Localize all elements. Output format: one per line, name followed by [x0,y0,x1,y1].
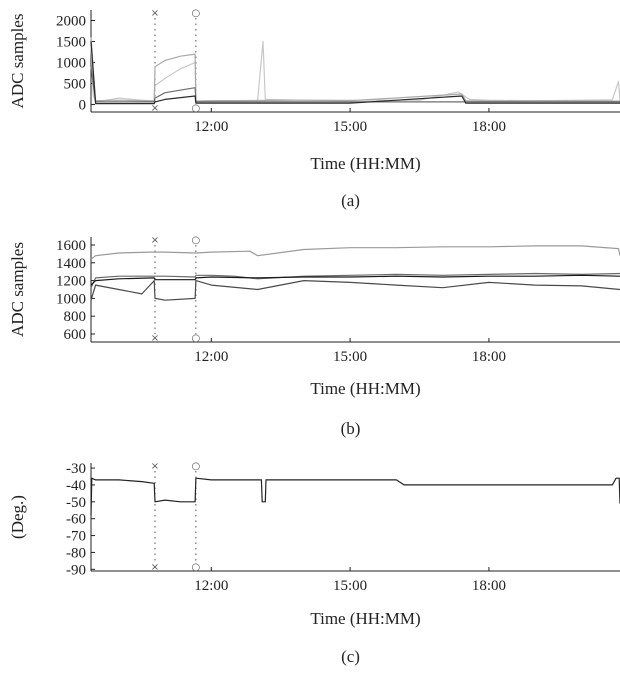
x-axis-label: Time (HH:MM) [310,609,420,628]
series-line-3 [90,66,620,103]
y-tick-label: 1500 [56,34,86,50]
x-tick-label: 15:00 [333,578,367,594]
panel-c: -30-40-50-60-70-80-90 12:00 15:00 18:00 × × ○ ○… [8,461,620,666]
y-tick-label: 600 [64,327,87,343]
panel-caption: (b) [341,419,361,438]
y-tick-label: -30 [66,461,86,477]
y-tick-label: 800 [64,309,87,325]
y-axis-label: ADC samples [8,14,27,109]
event-marker-top: × [151,235,159,246]
y-tick-label: -90 [66,562,86,578]
event-marker-bottom: × [151,333,159,344]
series-line-4 [90,41,620,105]
event-marker-bottom: ○ [192,562,201,573]
x-tick-label: 12:00 [194,349,228,365]
x-tick-label: 18:00 [472,119,506,135]
series-line-2 [90,272,620,288]
event-marker-bottom: × [151,562,159,573]
y-tick-label: -60 [66,512,86,528]
series-line-4 [90,274,620,286]
x-axis-label: Time (HH:MM) [310,154,420,173]
y-tick-label: 1000 [56,55,86,71]
event-marker-top: ○ [192,8,201,19]
x-tick-label: 18:00 [472,349,506,365]
x-tick-label: 12:00 [194,119,228,135]
panel-caption: (a) [341,191,360,210]
event-marker-bottom: × [151,103,159,114]
x-tick-label: 15:00 [333,119,367,135]
series-line-3 [90,280,620,301]
y-tick-label: 1000 [56,291,86,307]
y-tick-label: 0 [79,97,87,113]
y-tick-label: 1400 [56,256,86,272]
y-axis-label: (Deg.) [8,495,27,539]
x-axis-label: Time (HH:MM) [310,379,420,398]
x-tick-label: 12:00 [194,578,228,594]
y-tick-label: 1600 [56,238,86,254]
event-marker-bottom: ○ [192,103,201,114]
event-marker-bottom: ○ [192,333,201,344]
y-tick-label: -40 [66,478,86,494]
event-marker-top: × [151,461,159,472]
panel-a: 0 500 1000 1500 2000 12:00 15:00 18:00 × × ○ ○ Time … [8,8,620,210]
y-tick-label: -80 [66,545,86,561]
series-line-1 [90,245,620,260]
event-marker-top: ○ [192,461,201,472]
panel-caption: (c) [341,647,360,666]
y-axis-label: ADC samples [8,242,27,337]
x-tick-label: 18:00 [472,578,506,594]
y-tick-label: 2000 [56,13,86,29]
event-marker-top: ○ [192,235,201,246]
y-tick-label: 1200 [56,274,86,290]
event-marker-top: × [151,8,159,19]
y-tick-label: -70 [66,529,86,545]
x-tick-label: 15:00 [333,349,367,365]
series-line-1 [90,477,620,516]
y-tick-label: -50 [66,495,86,511]
y-tick-label: 500 [64,76,87,92]
